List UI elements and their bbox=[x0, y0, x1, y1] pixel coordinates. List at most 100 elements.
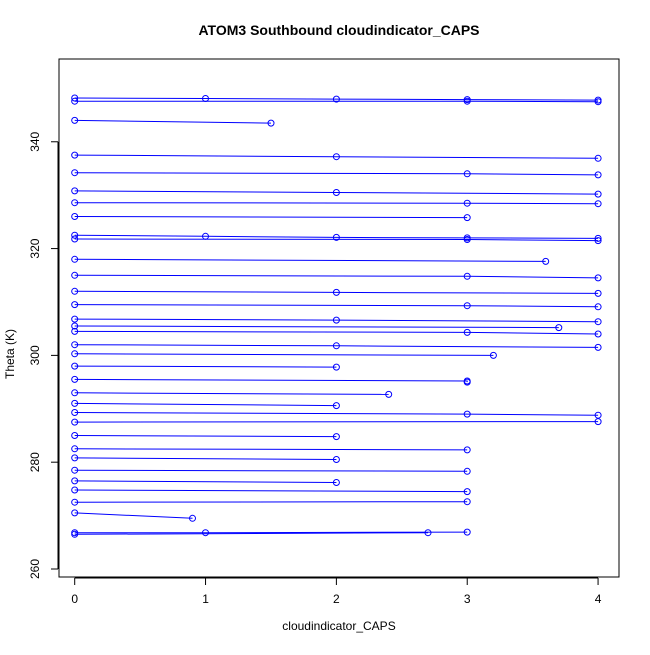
profile-point-4-2 bbox=[594, 154, 602, 162]
profile-point-29-1 bbox=[267, 119, 275, 127]
profile-line-7 bbox=[74, 202, 599, 205]
profile-point-2-0 bbox=[71, 231, 79, 239]
profile-line-20 bbox=[74, 448, 468, 451]
profile-point-19-1 bbox=[332, 433, 340, 441]
profile-point-13-1 bbox=[332, 342, 340, 350]
profile-point-9-0 bbox=[71, 287, 79, 295]
profile-point-26-0 bbox=[71, 509, 79, 517]
x-tick-label-2: 2 bbox=[333, 592, 340, 606]
chart-title: ATOM3 Southbound cloudindicator_CAPS bbox=[198, 22, 479, 38]
profile-line-30 bbox=[74, 216, 468, 219]
profile-line-11 bbox=[74, 318, 599, 323]
profile-point-12-0 bbox=[71, 327, 79, 335]
profile-line-28 bbox=[74, 532, 429, 535]
profile-point-13-0 bbox=[71, 341, 79, 349]
profile-point-6-0 bbox=[71, 187, 79, 195]
profile-point-1-0 bbox=[71, 97, 79, 105]
profile-point-3-1 bbox=[463, 236, 471, 243]
profile-point-1-1 bbox=[463, 97, 471, 105]
y-tick-label-4: 340 bbox=[28, 131, 42, 151]
profile-point-31-1 bbox=[542, 257, 550, 265]
profile-line-31 bbox=[74, 258, 546, 262]
profile-point-24-0 bbox=[71, 486, 79, 494]
profile-point-3-0 bbox=[71, 235, 79, 243]
profile-point-16-1 bbox=[332, 402, 340, 410]
profile-line-17 bbox=[74, 412, 599, 416]
profile-point-8-2 bbox=[594, 274, 602, 282]
profile-line-19 bbox=[74, 435, 337, 438]
profile-line-5 bbox=[74, 172, 599, 176]
profile-point-21-0 bbox=[71, 454, 79, 462]
profile-line-27 bbox=[74, 531, 468, 534]
profile-point-18-1 bbox=[594, 418, 602, 426]
profile-point-14-1 bbox=[332, 363, 340, 371]
profile-point-11-1 bbox=[332, 316, 340, 324]
profile-line-23 bbox=[74, 480, 337, 483]
profile-point-10-2 bbox=[594, 303, 602, 311]
profile-point-16-0 bbox=[71, 399, 79, 407]
profile-point-30-1 bbox=[463, 214, 471, 222]
profile-point-25-1 bbox=[463, 498, 471, 506]
profile-line-24 bbox=[74, 489, 468, 493]
profile-point-15-0 bbox=[71, 375, 79, 383]
profile-line-22 bbox=[74, 469, 468, 472]
profile-line-3 bbox=[74, 238, 599, 242]
profile-point-4-0 bbox=[71, 151, 79, 159]
x-tick-label-0: 0 bbox=[71, 592, 78, 606]
profile-point-7-0 bbox=[71, 199, 79, 207]
profile-point-13-2 bbox=[594, 343, 602, 351]
profile-point-32-1 bbox=[555, 324, 563, 332]
profile-point-29-0 bbox=[71, 116, 79, 124]
profile-point-22-0 bbox=[71, 466, 79, 474]
x-tick-label-3: 3 bbox=[464, 592, 471, 606]
profile-point-8-1 bbox=[463, 272, 471, 280]
profile-point-12-1 bbox=[463, 328, 471, 336]
profile-line-32 bbox=[74, 325, 559, 329]
y-tick-label-1: 280 bbox=[28, 452, 42, 472]
profile-point-20-1 bbox=[463, 446, 471, 454]
profile-line-26 bbox=[74, 512, 193, 519]
profile-point-5-0 bbox=[71, 169, 79, 177]
profile-point-10-1 bbox=[463, 302, 471, 310]
profile-line-16 bbox=[74, 402, 337, 407]
profile-point-33-0 bbox=[71, 350, 79, 358]
profile-point-23-0 bbox=[71, 477, 79, 485]
profile-line-14 bbox=[74, 365, 337, 368]
profile-point-24-1 bbox=[463, 488, 471, 496]
profile-point-25-0 bbox=[71, 498, 79, 506]
y-tick-label-2: 300 bbox=[28, 345, 42, 365]
profile-line-2 bbox=[74, 234, 599, 239]
profile-point-21-1 bbox=[332, 456, 340, 463]
profile-line-18 bbox=[74, 421, 599, 423]
profile-point-1-2 bbox=[594, 98, 602, 106]
profile-point-26-1 bbox=[189, 514, 196, 522]
profile-point-28-0 bbox=[71, 530, 79, 538]
profile-point-2-2 bbox=[332, 233, 340, 241]
profile-point-11-0 bbox=[71, 315, 79, 323]
profile-point-14-0 bbox=[71, 362, 79, 370]
plot-frame bbox=[58, 58, 620, 578]
profile-line-10 bbox=[74, 304, 599, 308]
profile-point-32-0 bbox=[71, 322, 79, 330]
profile-point-12-2 bbox=[594, 330, 602, 338]
y-axis-label: Theta (K) bbox=[3, 329, 17, 379]
profile-line-21 bbox=[74, 457, 337, 460]
profile-point-3-2 bbox=[594, 237, 602, 245]
profile-point-34-0 bbox=[71, 389, 79, 397]
profile-point-27-2 bbox=[463, 528, 471, 536]
profile-line-1 bbox=[74, 100, 599, 103]
x-tick-label-4: 4 bbox=[595, 592, 602, 606]
profile-point-31-0 bbox=[71, 255, 79, 263]
profile-line-9 bbox=[74, 290, 599, 294]
y-tick-label-0: 260 bbox=[28, 559, 42, 579]
profile-point-23-1 bbox=[332, 479, 340, 486]
profile-point-11-2 bbox=[594, 318, 602, 326]
x-axis-label: cloudindicator_CAPS bbox=[282, 619, 395, 633]
profile-point-9-2 bbox=[594, 289, 602, 297]
y-tick-label-3: 320 bbox=[28, 238, 42, 258]
profile-point-8-0 bbox=[71, 271, 79, 279]
profile-line-6 bbox=[74, 190, 599, 195]
